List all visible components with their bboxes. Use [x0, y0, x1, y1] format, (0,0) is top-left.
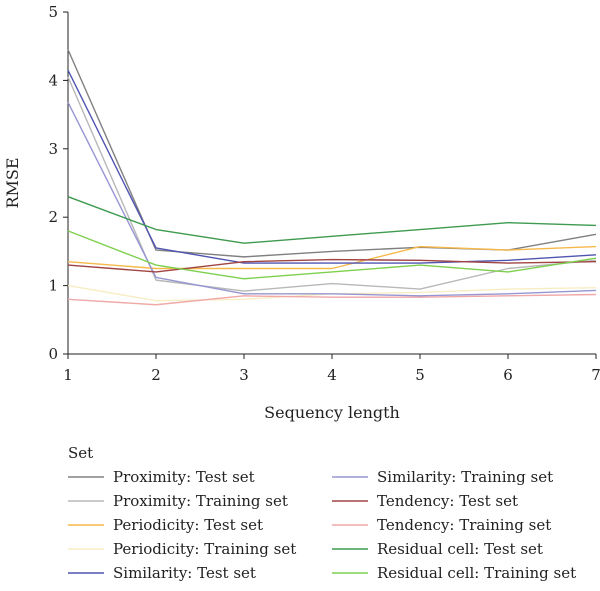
series-line — [67, 230, 597, 280]
x-tick-label: 5 — [415, 366, 425, 384]
legend-label: Periodicity: Test set — [113, 516, 263, 534]
y-tick-label: 0 — [48, 345, 58, 363]
legend-label: Residual cell: Test set — [377, 540, 543, 558]
series-lines — [67, 49, 597, 306]
y-tick-label: 1 — [48, 277, 58, 295]
legend-label: Tendency: Training set — [377, 516, 551, 534]
series-line — [67, 196, 597, 244]
legend-title: Set — [68, 444, 93, 462]
legend-items: Proximity: Test set Proximity: Training s… — [68, 468, 576, 582]
legend-label: Residual cell: Training set — [377, 564, 576, 582]
series-line — [67, 69, 597, 264]
series-line — [67, 245, 597, 270]
x-tick-label: 2 — [151, 366, 161, 384]
legend-label: Tendency: Test set — [377, 492, 518, 510]
series-line — [67, 258, 597, 273]
y-tick-label: 3 — [48, 140, 58, 158]
legend-label: Periodicity: Training set — [113, 540, 296, 558]
y-tick-label: 5 — [48, 3, 58, 21]
legend: Set Proximity: Test set Proximity: Traini… — [68, 444, 576, 582]
y-tick-label: 2 — [48, 208, 58, 226]
legend-label: Similarity: Test set — [113, 564, 256, 582]
series-line — [67, 101, 597, 297]
series-line — [67, 76, 597, 292]
x-tick-label: 4 — [327, 366, 337, 384]
legend-label: Proximity: Test set — [113, 468, 255, 486]
x-axis-title: Sequency length — [264, 403, 400, 422]
y-tick-label: 4 — [48, 71, 58, 89]
x-tick-label: 1 — [63, 366, 73, 384]
legend-label: Similarity: Training set — [377, 468, 553, 486]
x-tick-label: 7 — [591, 366, 600, 384]
x-tick-label: 6 — [503, 366, 513, 384]
x-tick-label: 3 — [239, 366, 249, 384]
series-line — [67, 293, 597, 306]
legend-label: Proximity: Training set — [113, 492, 288, 510]
y-axis-title: RMSE — [3, 157, 22, 208]
